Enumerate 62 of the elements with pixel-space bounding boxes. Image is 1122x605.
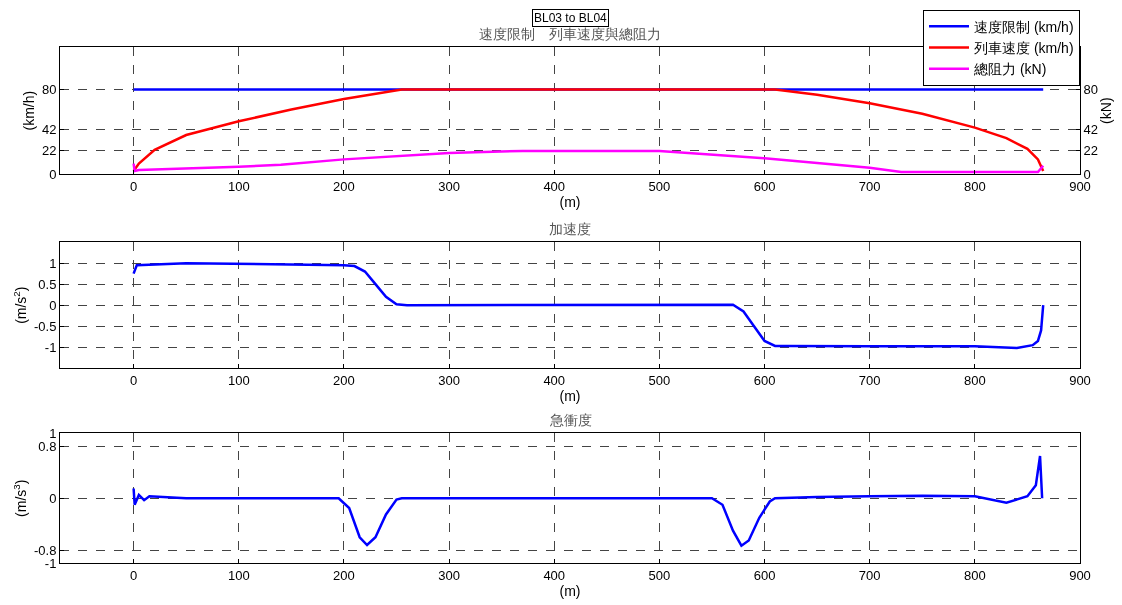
x-tick-label: 100 — [227, 567, 250, 583]
y2-axis-title: (kN) — [1098, 97, 1115, 124]
y2-tick-label: 22 — [1083, 143, 1099, 159]
y2-tick-label: 80 — [1083, 82, 1099, 98]
y-tick-label: 22 — [41, 143, 57, 159]
x-axis-title: (m) — [559, 387, 581, 404]
x-tick-label: 400 — [543, 372, 566, 388]
x-tick-label: 400 — [543, 178, 566, 194]
y-tick-label: 0 — [49, 297, 57, 313]
x-tick-label: 700 — [858, 567, 881, 583]
x-tick-label: 500 — [648, 372, 671, 388]
x-tick-label: 700 — [858, 372, 881, 388]
x-tick-label: 900 — [1069, 567, 1091, 583]
line-series — [132, 149, 1045, 174]
y-tick-label: -1 — [44, 339, 57, 355]
x-tick-label: 0 — [129, 567, 138, 583]
x-tick-label: 100 — [227, 178, 250, 194]
x-tick-label: 400 — [543, 567, 566, 583]
x-tick-label: 200 — [333, 567, 355, 583]
x-axis-title: (m) — [559, 582, 581, 599]
x-tick-label: 800 — [964, 372, 986, 388]
legend-label: 列車速度 (km/h) — [974, 39, 1074, 56]
x-axis-title: (m) — [559, 193, 581, 210]
y-tick-label: 80 — [41, 82, 57, 98]
text: BL03 to BL04 — [534, 11, 608, 25]
y-tick-label: -0.5 — [33, 318, 57, 334]
y-axis-title: (km/h) — [20, 90, 37, 131]
y-tick-label: 0.8 — [38, 438, 57, 454]
x-tick-label: 600 — [753, 178, 776, 194]
y-tick-label: 1 — [49, 255, 57, 271]
x-tick-label: 500 — [648, 567, 671, 583]
x-tick-label: 0 — [129, 372, 138, 388]
x-tick-label: 300 — [438, 178, 460, 194]
x-tick-label: 600 — [753, 567, 776, 583]
x-tick-label: 800 — [964, 178, 986, 194]
chart-title: 急衝度 — [549, 412, 592, 428]
chart-title: 速度限制 列車速度與總阻力 — [479, 26, 661, 42]
x-tick-label: 700 — [858, 178, 881, 194]
y-tick-label: 42 — [41, 122, 57, 138]
legend-label: 總阻力 (kN) — [973, 61, 1047, 78]
x-tick-label: 800 — [964, 567, 986, 583]
x-tick-label: 900 — [1069, 372, 1091, 388]
x-tick-label: 200 — [333, 178, 355, 194]
legend-label: 速度限制 (km/h) — [974, 18, 1074, 35]
line-series — [132, 88, 1045, 173]
line-series — [132, 454, 1044, 547]
y-tick-label: 0.5 — [38, 276, 57, 292]
y-tick-label: 0 — [49, 166, 57, 182]
x-tick-label: 500 — [648, 178, 671, 194]
line-series — [132, 261, 1045, 350]
y-tick-label: -1 — [44, 555, 57, 571]
y2-tick-label: 42 — [1083, 122, 1099, 138]
x-tick-label: 100 — [227, 372, 250, 388]
x-tick-label: 300 — [438, 372, 460, 388]
x-tick-label: 0 — [129, 178, 138, 194]
x-tick-label: 600 — [753, 372, 776, 388]
y-tick-label: -0.8 — [33, 542, 57, 558]
y-tick-label: 1 — [49, 425, 57, 441]
chart-title: 加速度 — [549, 221, 591, 237]
x-tick-label: 200 — [333, 372, 355, 388]
y-tick-label: 0 — [49, 490, 57, 506]
x-tick-label: 300 — [438, 567, 460, 583]
